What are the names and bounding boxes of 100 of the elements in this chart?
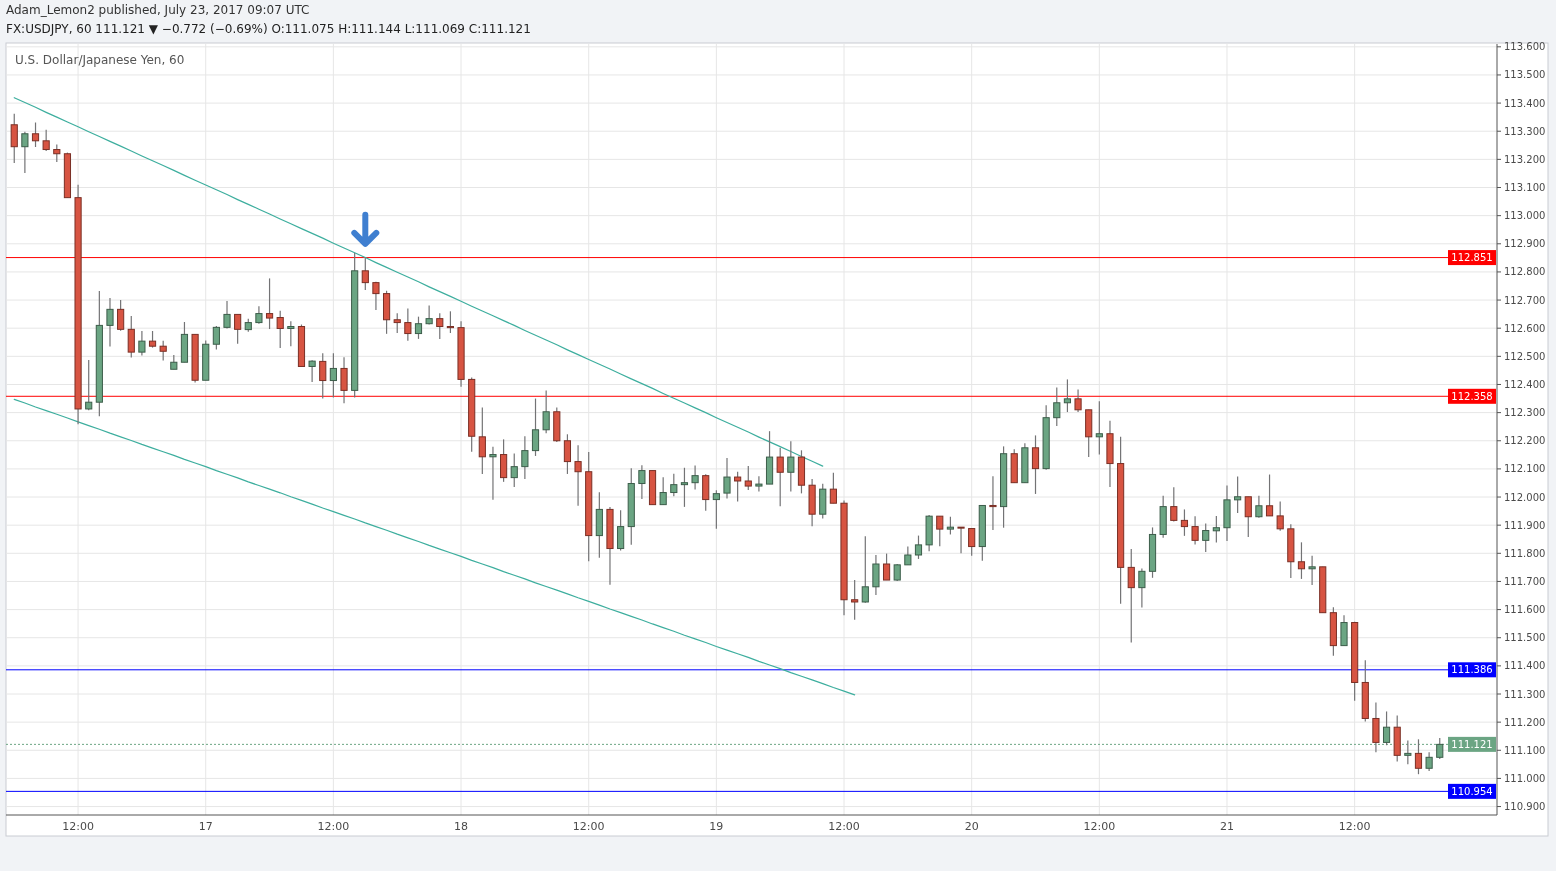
candlestick <box>1127 548 1135 644</box>
candlestick <box>882 552 891 581</box>
ref-line-label: 110.954 <box>1451 785 1493 797</box>
candlestick <box>776 447 784 507</box>
candlestick <box>393 312 401 334</box>
y-tick-label: 113.100 <box>1504 182 1546 194</box>
y-tick-label: 113.300 <box>1504 125 1546 137</box>
candlestick <box>159 340 167 362</box>
ref-line-label: 111.386 <box>1451 664 1493 676</box>
candlestick <box>617 509 625 552</box>
x-tick-label: 17 <box>198 820 213 833</box>
candlestick <box>670 473 678 497</box>
candlestick <box>425 304 433 326</box>
y-tick-label: 112.700 <box>1504 294 1546 306</box>
candlestick <box>1095 400 1103 456</box>
x-tick-label: 12:00 <box>828 820 860 833</box>
line-series <box>13 97 824 467</box>
candlestick <box>1074 388 1082 413</box>
candlestick <box>31 121 40 148</box>
candlestick <box>851 579 859 621</box>
x-tick-label: 12:00 <box>1083 820 1116 833</box>
candlestick <box>489 446 497 501</box>
candlestick <box>212 325 220 351</box>
y-tick-label: 111.300 <box>1504 688 1546 700</box>
candlestick <box>691 464 699 491</box>
candlestick <box>1234 475 1242 514</box>
candlestick <box>127 315 135 359</box>
candlestick <box>1308 555 1316 586</box>
candlestick <box>1414 738 1423 775</box>
candlestick <box>787 440 795 493</box>
y-tick-label: 112.900 <box>1504 238 1546 250</box>
ref-line-label: 112.851 <box>1451 252 1493 264</box>
candlestick <box>521 435 529 480</box>
y-tick-label: 113.000 <box>1504 210 1546 222</box>
candlestick <box>510 452 518 488</box>
y-tick-label: 111.000 <box>1504 772 1546 784</box>
candlestick <box>404 307 412 342</box>
candlestick <box>308 359 316 383</box>
candlestick <box>234 313 242 345</box>
x-tick-label: 21 <box>1219 820 1234 833</box>
candlestick <box>223 300 231 330</box>
candlestick <box>265 277 274 330</box>
y-tick-label: 111.900 <box>1504 519 1546 531</box>
x-tick-label: 20 <box>964 820 979 833</box>
candlestick <box>138 330 146 357</box>
candlestick <box>1255 495 1263 519</box>
candlestick <box>446 310 454 334</box>
candlestick <box>287 320 295 347</box>
candlestick <box>1031 434 1040 495</box>
candlestick <box>1180 508 1189 537</box>
candlestick <box>500 438 508 483</box>
candlestick <box>914 534 923 560</box>
candlestick <box>702 473 710 512</box>
x-tick-label: 12:00 <box>317 820 350 833</box>
x-tick-label: 12:00 <box>572 820 605 833</box>
candlestick <box>340 356 348 404</box>
y-tick-label: 112.000 <box>1504 491 1546 503</box>
y-tick-label: 112.100 <box>1504 463 1546 475</box>
text: Adam_Lemon2 published, July 23, 2017 09:07 UTC <box>6 3 310 17</box>
candlestick <box>680 467 689 508</box>
candlestick <box>1138 567 1146 609</box>
candlestick <box>1244 496 1252 538</box>
y-tick-label: 111.200 <box>1504 716 1546 728</box>
candlestick <box>21 131 29 174</box>
candlestick <box>1063 378 1072 413</box>
candlestick <box>989 475 997 531</box>
y-tick-label: 111.700 <box>1504 575 1546 587</box>
candlestick <box>563 433 572 475</box>
y-tick-label: 111.500 <box>1504 632 1546 644</box>
candlestick <box>436 312 444 340</box>
candlestick <box>861 535 869 604</box>
candlestick <box>712 489 720 530</box>
candlestick <box>106 297 114 348</box>
candlestick <box>755 475 763 493</box>
x-tick-label: 12:00 <box>62 820 94 833</box>
candlestick <box>968 527 976 557</box>
candlestick <box>723 457 731 500</box>
y-tick-label: 112.600 <box>1504 322 1546 334</box>
chart-title: FX:USDJPY, 60 111.121 ▼ −0.772 (−0.69%) O:111.075 H:111.144 L:111.069 C:111.121 <box>6 22 531 36</box>
x-tick-label: 12:00 <box>1338 820 1371 833</box>
line-series <box>13 398 856 696</box>
y-tick-label: 112.500 <box>1504 350 1546 362</box>
y-tick-label: 111.800 <box>1504 547 1546 559</box>
y-tick-label: 113.500 <box>1504 69 1546 81</box>
candlestick <box>1340 614 1348 647</box>
y-tick-label: 111.600 <box>1504 604 1546 616</box>
candlestick <box>372 281 380 311</box>
y-tick-label: 112.800 <box>1504 266 1546 278</box>
candlestick <box>478 406 486 475</box>
candlestick <box>542 389 550 434</box>
candlestick <box>659 476 667 506</box>
x-tick-label: 19 <box>709 820 724 833</box>
candlestick <box>734 471 742 503</box>
candlestick <box>872 554 880 596</box>
candlestick <box>957 526 965 554</box>
candlestick <box>414 316 423 340</box>
y-tick-label: 111.100 <box>1504 744 1546 756</box>
candlestick <box>329 352 337 399</box>
candlestick <box>1265 473 1274 517</box>
candlestick <box>319 352 327 400</box>
